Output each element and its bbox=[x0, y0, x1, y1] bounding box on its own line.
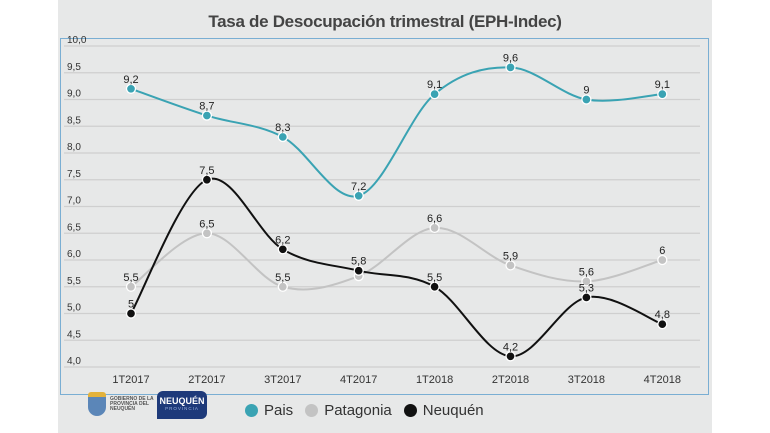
series-patagonia-point bbox=[125, 281, 137, 292]
neuquen-logo: NEUQUÉN PROVINCIA bbox=[157, 391, 207, 419]
series-patagonia-point bbox=[581, 276, 592, 287]
shield-icon bbox=[88, 392, 106, 416]
x-tick-label: 1T2018 bbox=[416, 374, 453, 386]
series-patagonia-data-label: 5,9 bbox=[503, 250, 518, 262]
series-patagonia-data-label: 6,6 bbox=[427, 213, 442, 225]
neuquen-logo-text: NEUQUÉN bbox=[159, 396, 205, 406]
legend-pais-marker bbox=[245, 404, 258, 417]
series-neuqun-point bbox=[277, 244, 288, 255]
series-patagonia-point bbox=[277, 281, 288, 292]
series-neuqun-data-label: 5,3 bbox=[579, 282, 594, 294]
series-pais-data-label: 9 bbox=[583, 85, 589, 97]
y-tick-label: 8,0 bbox=[67, 142, 81, 153]
series-patagonia-data-label: 6,5 bbox=[199, 218, 214, 230]
y-tick-label: 6,5 bbox=[67, 222, 81, 233]
series-patagonia-data-label: 5,5 bbox=[123, 272, 138, 284]
series-patagonia-point bbox=[657, 254, 668, 266]
series-pais-point bbox=[429, 89, 440, 100]
series-neuqun-point bbox=[429, 281, 440, 292]
series-neuqun-point bbox=[581, 292, 592, 303]
series-neuqun-point bbox=[201, 174, 213, 185]
series-pais-data-label: 7,2 bbox=[351, 181, 366, 193]
x-tick-label: 1T2017 bbox=[112, 374, 149, 386]
y-tick-label: 9,5 bbox=[67, 62, 81, 73]
series-neuqun-point bbox=[125, 308, 137, 319]
legend-neuquen: Neuquén bbox=[422, 402, 484, 419]
series-neuqun-point bbox=[505, 351, 516, 362]
legend-patagonia-marker bbox=[305, 404, 319, 417]
legend-neuquen-marker bbox=[403, 404, 417, 417]
gobierno-logo-text: GOBIERNO DE LA PROVINCIA DEL NEUQUÉN bbox=[110, 395, 154, 412]
x-tick-label: 2T2017 bbox=[188, 374, 225, 386]
series-neuqun-data-label: 4,8 bbox=[655, 309, 670, 321]
series-neuqun-data-label: 5 bbox=[128, 299, 134, 311]
series-neuqun-data-label: 6,2 bbox=[275, 234, 290, 246]
y-tick-label: 9,0 bbox=[67, 89, 81, 100]
y-tick-label: 10,0 bbox=[67, 35, 87, 46]
series-neuqun-data-label: 4,2 bbox=[503, 341, 518, 353]
series-pais-point bbox=[201, 110, 213, 121]
series-patagonia-data-label: 6 bbox=[659, 245, 665, 257]
series-neuqun-data-label: 7,5 bbox=[199, 165, 214, 177]
y-tick-label: 4,5 bbox=[67, 329, 81, 340]
series-neuqun-data-label: 5,8 bbox=[351, 256, 366, 268]
x-tick-label: 4T2018 bbox=[644, 374, 681, 386]
x-tick-label: 4T2017 bbox=[340, 374, 377, 386]
y-tick-label: 7,5 bbox=[67, 169, 81, 180]
legend: Pais Patagonia Neuquén bbox=[245, 402, 484, 419]
legend-pais: Pais bbox=[264, 402, 294, 419]
series-pais-data-label: 8,3 bbox=[275, 122, 290, 134]
y-tick-label: 6,0 bbox=[67, 249, 81, 260]
series-neuqun-point bbox=[657, 319, 668, 330]
series-pais-data-label: 9,6 bbox=[503, 52, 518, 64]
series-patagonia-point bbox=[201, 228, 213, 239]
series-pais-data-label: 9,1 bbox=[427, 79, 442, 91]
series-pais-data-label: 8,7 bbox=[199, 101, 214, 113]
series-neuqun-data-label: 5,5 bbox=[427, 272, 442, 284]
series-pais-line bbox=[130, 66, 663, 198]
provincia-logo-text: PROVINCIA bbox=[165, 406, 199, 411]
x-tick-label: 3T2017 bbox=[264, 374, 301, 386]
series-patagonia-point bbox=[505, 260, 516, 271]
y-tick-label: 5,5 bbox=[67, 276, 81, 287]
chart-frame bbox=[60, 38, 709, 395]
gobierno-logo: GOBIERNO DE LA PROVINCIA DEL NEUQUÉN bbox=[88, 392, 158, 416]
x-tick-label: 3T2018 bbox=[568, 374, 605, 386]
series-pais-point bbox=[657, 89, 668, 100]
series-pais-point bbox=[581, 94, 592, 105]
series-neuqun-point bbox=[353, 265, 364, 276]
series-pais-point bbox=[505, 62, 516, 73]
y-tick-label: 4,0 bbox=[67, 356, 81, 367]
series-patagonia-point bbox=[429, 222, 440, 234]
y-tick-label: 7,0 bbox=[67, 196, 81, 207]
chart-title: Tasa de Desocupación trimestral (EPH-Ind… bbox=[208, 12, 562, 31]
series-pais-point bbox=[277, 131, 288, 143]
series-patagonia-data-label: 5,6 bbox=[579, 266, 594, 278]
legend-patagonia: Patagonia bbox=[324, 402, 392, 419]
x-tick-label: 2T2018 bbox=[492, 374, 529, 386]
series-patagonia-data-label: 5,5 bbox=[275, 272, 290, 284]
series-pais-point bbox=[353, 190, 364, 201]
series-pais-data-label: 9,2 bbox=[123, 74, 138, 86]
y-tick-label: 5,0 bbox=[67, 303, 81, 314]
y-tick-label: 8,5 bbox=[67, 115, 81, 126]
series-pais-data-label: 9,1 bbox=[655, 79, 670, 91]
series-pais-point bbox=[125, 83, 137, 94]
